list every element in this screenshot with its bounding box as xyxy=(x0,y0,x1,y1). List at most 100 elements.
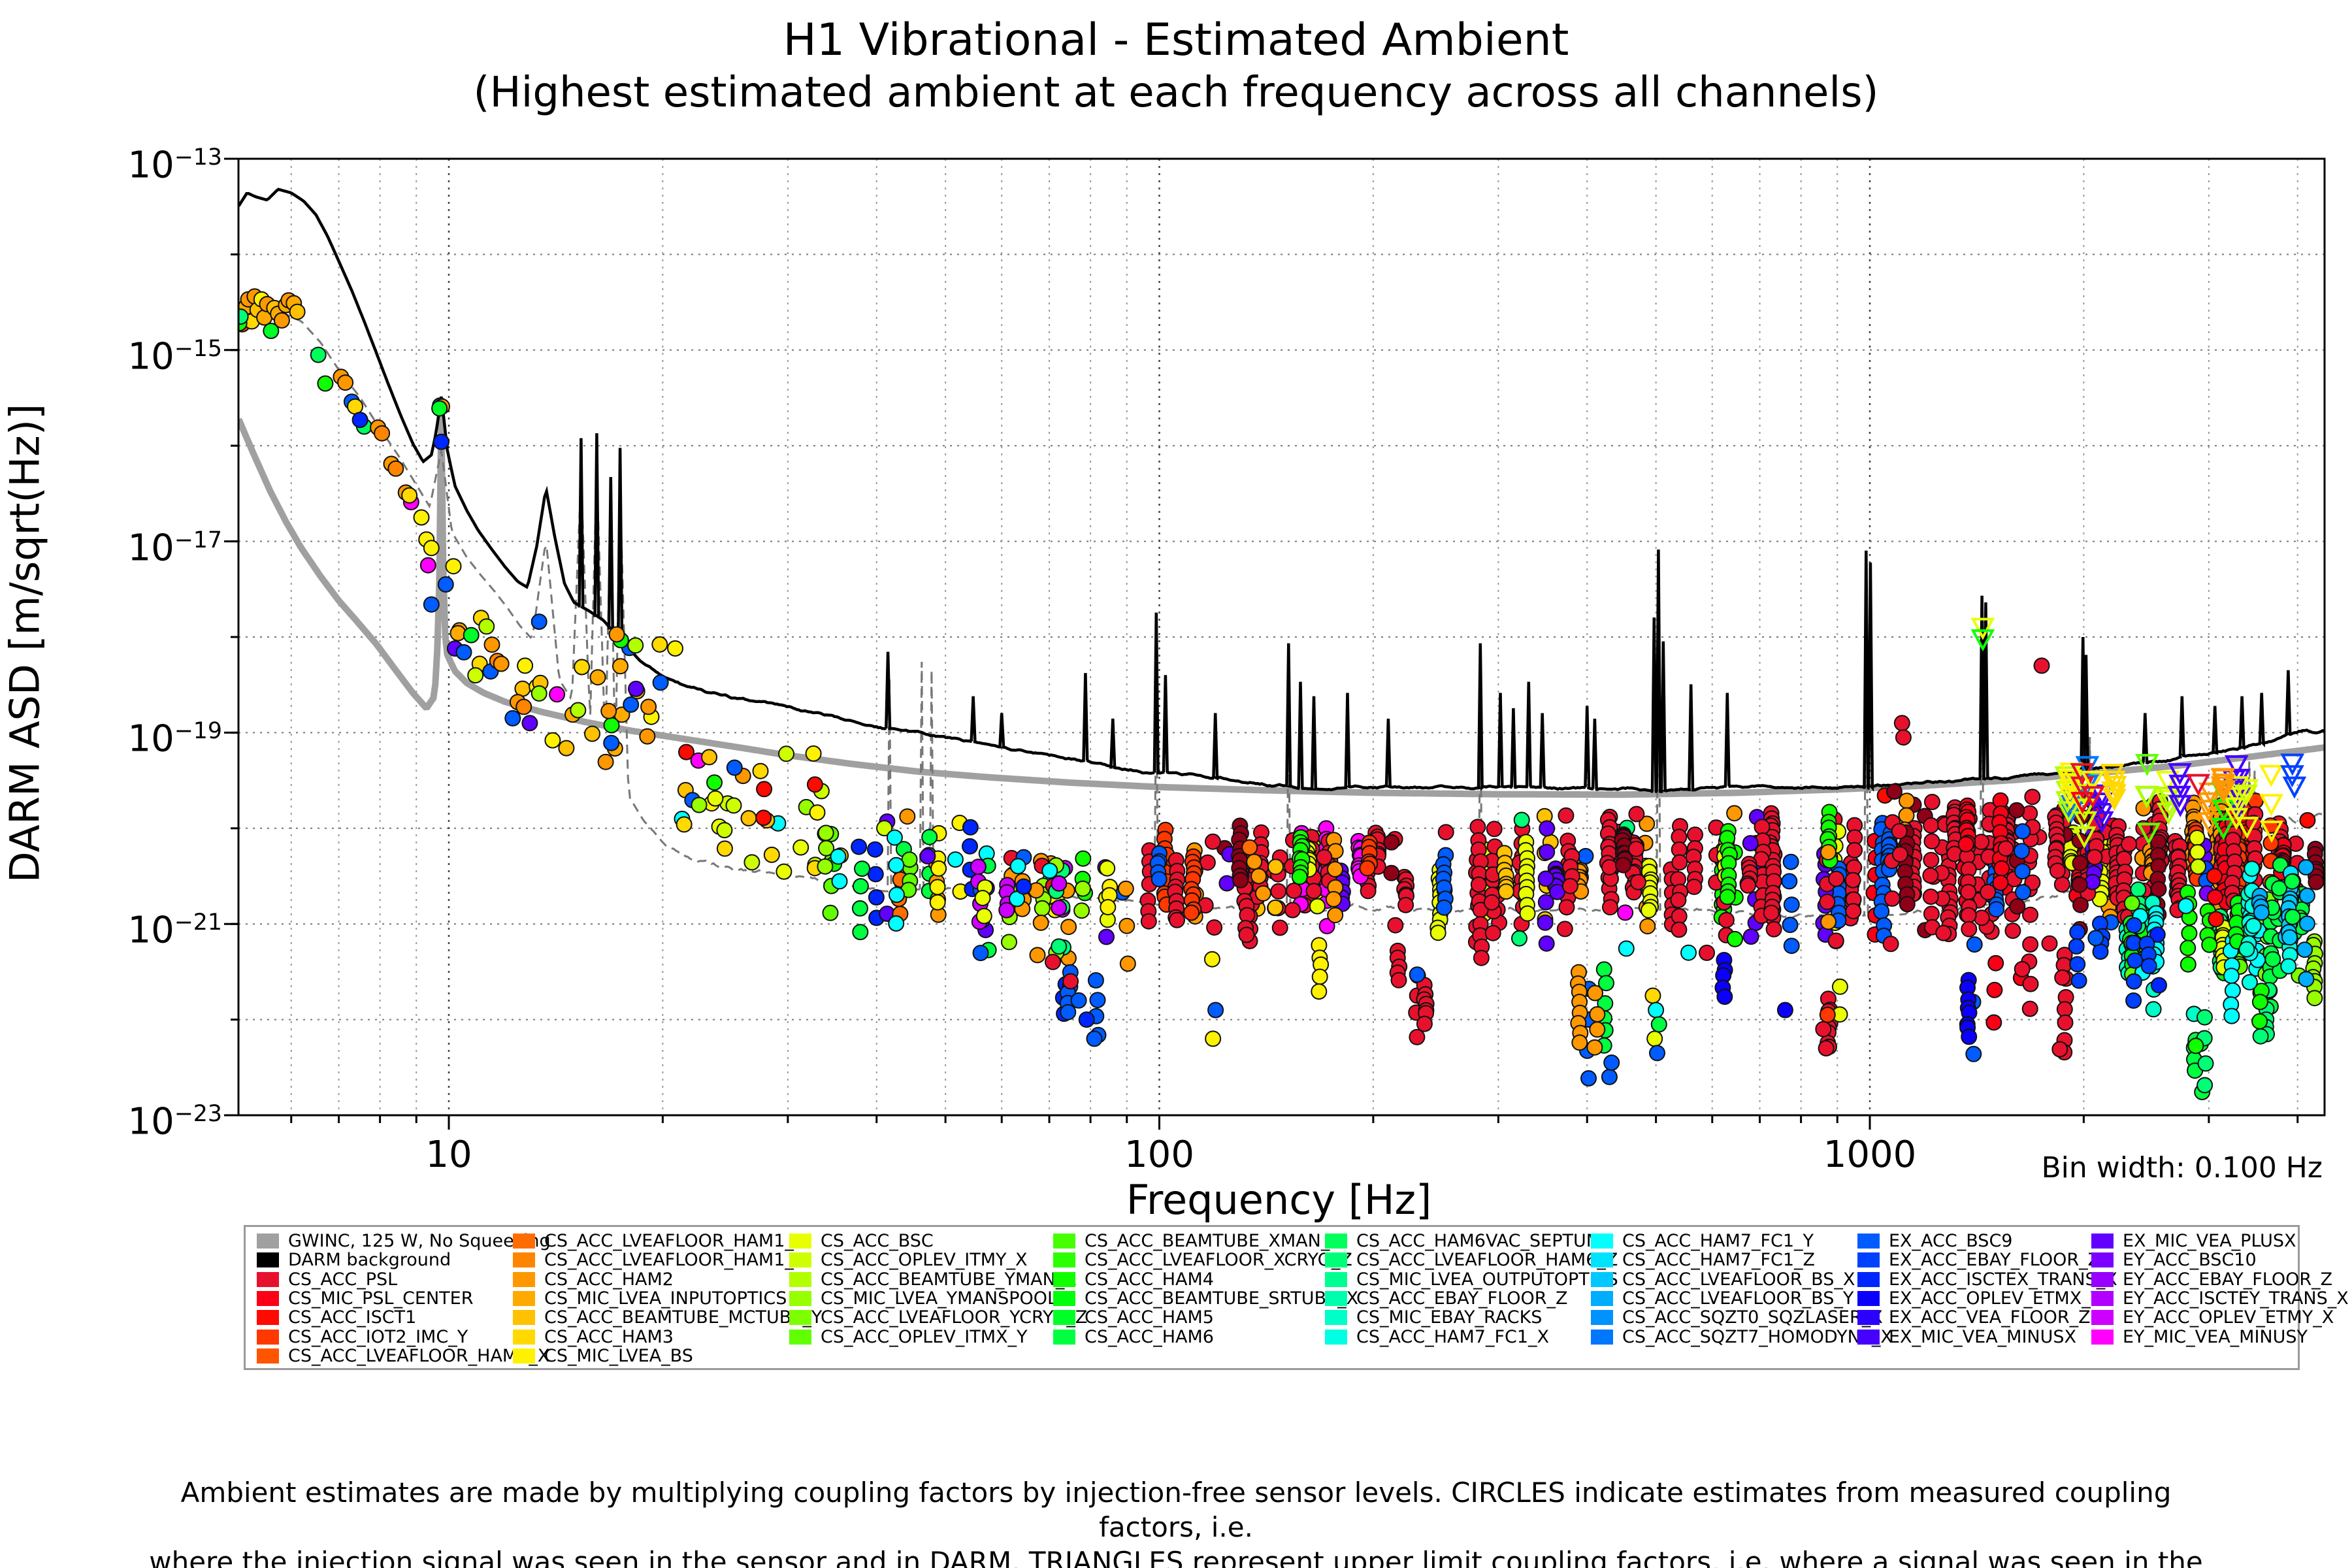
legend-swatch-icon xyxy=(513,1271,535,1287)
legend-label: DARM background xyxy=(288,1250,451,1271)
legend-swatch-icon xyxy=(257,1233,279,1249)
legend-swatch-icon xyxy=(1053,1252,1075,1268)
legend-swatch-icon xyxy=(257,1348,279,1364)
legend-swatch-icon xyxy=(2091,1310,2114,1326)
legend-swatch-icon xyxy=(513,1329,535,1345)
legend-swatch-icon xyxy=(513,1233,535,1249)
legend-label: EY_MIC_VEA_MINUSY xyxy=(2123,1326,2308,1347)
legend-label: CS_ACC_LVEAFLOOR_YCRYO_Z xyxy=(821,1307,1088,1328)
legend-swatch-icon xyxy=(1325,1310,1347,1326)
legend-swatch-icon xyxy=(257,1252,279,1268)
legend-label: CS_ACC_LVEAFLOOR_HAM1_Y xyxy=(544,1231,805,1251)
legend-swatch-icon xyxy=(1857,1271,1880,1287)
legend-label: CS_ACC_OPLEV_ITMX_Y xyxy=(821,1326,1028,1347)
legend-label: CS_MIC_LVEA_YMANSPOOL xyxy=(821,1288,1058,1309)
legend-label: CS_MIC_PSL_CENTER xyxy=(288,1288,474,1309)
legend-label: CS_MIC_LVEA_INPUTOPTICS xyxy=(544,1288,787,1309)
legend-swatch-icon xyxy=(789,1290,811,1306)
legend-swatch-icon xyxy=(1591,1329,1613,1345)
legend-swatch-icon xyxy=(257,1290,279,1306)
y-tick-label: 10−13 xyxy=(127,144,222,187)
legend-label: CS_ACC_HAM6VAC_SEPTUM xyxy=(1356,1231,1602,1251)
y-tick-label: 10−19 xyxy=(127,718,222,761)
chart-title: H1 Vibrational - Estimated Ambient xyxy=(783,14,1569,66)
x-axis-label: Frequency [Hz] xyxy=(1126,1176,1432,1224)
legend-swatch-icon xyxy=(257,1310,279,1326)
legend-swatch-icon xyxy=(1325,1271,1347,1287)
legend-label: CS_ACC_SQZT7_HOMODYNE_X xyxy=(1622,1326,1893,1347)
legend-label: CS_MIC_EBAY_RACKS xyxy=(1356,1307,1543,1328)
legend-label: EX_ACC_VEA_FLOOR_Z xyxy=(1889,1307,2091,1328)
legend-label: CS_ACC_HAM6 xyxy=(1085,1326,1214,1347)
legend-swatch-icon xyxy=(1053,1290,1075,1306)
legend-label: EY_ACC_BSC10 xyxy=(2123,1250,2257,1271)
legend-label: CS_ACC_PSL xyxy=(288,1269,398,1290)
legend-label: CS_ACC_BEAMTUBE_SRTUBE_X xyxy=(1085,1288,1359,1309)
legend-label: EY_ACC_OPLEV_ETMY_X xyxy=(2123,1307,2334,1328)
chart-subtitle: (Highest estimated ambient at each frequ… xyxy=(473,69,1879,117)
legend-swatch-icon xyxy=(1325,1290,1347,1306)
legend-label: CS_ACC_HAM7_FC1_X xyxy=(1356,1326,1549,1347)
legend-label: CS_ACC_HAM5 xyxy=(1085,1307,1214,1328)
legend-label: CS_ACC_HAM3 xyxy=(544,1326,674,1347)
legend-label: EY_ACC_ISCTEY_TRANS_X xyxy=(2123,1288,2349,1309)
legend-swatch-icon xyxy=(789,1271,811,1287)
legend-label: CS_ACC_OPLEV_ITMY_X xyxy=(821,1250,1028,1271)
legend-swatch-icon xyxy=(257,1271,279,1287)
legend-swatch-icon xyxy=(513,1348,535,1364)
legend-label: CS_MIC_LVEA_OUTPUTOPTICS xyxy=(1356,1269,1618,1290)
legend-label: CS_ACC_LVEAFLOOR_BS_Y xyxy=(1622,1288,1854,1309)
legend-label: CS_ACC_EBAY_FLOOR_Z xyxy=(1356,1288,1568,1309)
x-tick-label: 10 xyxy=(425,1134,472,1176)
legend-swatch-icon xyxy=(1857,1233,1880,1249)
legend-swatch-icon xyxy=(789,1329,811,1345)
legend-label: EX_ACC_OPLEV_ETMX_Y xyxy=(1889,1288,2102,1309)
legend-label: CS_ACC_BEAMTUBE_XMAN_Y xyxy=(1085,1231,1341,1251)
legend-swatch-icon xyxy=(2091,1252,2114,1268)
legend-swatch-icon xyxy=(1053,1271,1075,1287)
legend-label: CS_ACC_HAM4 xyxy=(1085,1269,1214,1290)
legend-label: CS_ACC_LVEAFLOOR_XCRYO_Z xyxy=(1085,1250,1352,1271)
x-tick-label: 100 xyxy=(1124,1134,1194,1176)
legend-swatch-icon xyxy=(1857,1252,1880,1268)
legend-label: CS_ACC_BEAMTUBE_MCTUBE_Y xyxy=(544,1307,823,1328)
legend-swatch-icon xyxy=(2091,1290,2114,1306)
legend-swatch-icon xyxy=(1325,1329,1347,1345)
y-tick-label: 10−21 xyxy=(127,909,222,952)
legend-label: EX_MIC_VEA_MINUSX xyxy=(1889,1326,2077,1347)
legend-swatch-icon xyxy=(1591,1233,1613,1249)
legend-label: CS_ACC_LVEAFLOOR_HAM6_Z xyxy=(1356,1250,1618,1271)
legend-swatch-icon xyxy=(2091,1233,2114,1249)
legend-swatch-icon xyxy=(513,1290,535,1306)
legend-swatch-icon xyxy=(1325,1252,1347,1268)
legend-swatch-icon xyxy=(1591,1290,1613,1306)
bin-width-note: Bin width: 0.100 Hz xyxy=(2041,1151,2323,1184)
legend-label: CS_ACC_LVEAFLOOR_HAM1_X xyxy=(288,1345,550,1366)
legend-label: CS_ACC_HAM7_FC1_Z xyxy=(1622,1250,1815,1271)
legend-label: CS_ACC_BEAMTUBE_YMAN_X xyxy=(821,1269,1077,1290)
legend-label: CS_ACC_IOT2_IMC_Y xyxy=(288,1326,468,1347)
legend-swatch-icon xyxy=(1591,1310,1613,1326)
x-tick-label: 1000 xyxy=(1823,1134,1917,1176)
legend: GWINC, 125 W, No Squeezing DARM backgroun… xyxy=(244,1225,2349,1370)
legend-swatch-icon xyxy=(1857,1290,1880,1306)
caption-line2: where the injection signal was seen in t… xyxy=(149,1546,2203,1568)
legend-swatch-icon xyxy=(2091,1329,2114,1345)
legend-label: CS_ACC_ISCT1 xyxy=(288,1307,417,1328)
y-tick-label: 10−17 xyxy=(127,527,222,570)
legend-label: EX_MIC_VEA_PLUSX xyxy=(2123,1231,2296,1251)
legend-swatch-icon xyxy=(789,1252,811,1268)
legend-label: CS_ACC_HAM2 xyxy=(544,1269,674,1290)
legend-label: CS_ACC_BSC xyxy=(821,1231,934,1251)
legend-swatch-icon xyxy=(1591,1252,1613,1268)
legend-label: EX_ACC_EBAY_FLOOR_Z xyxy=(1889,1250,2100,1271)
legend-label: EY_ACC_EBAY_FLOOR_Z xyxy=(2123,1269,2333,1290)
legend-label: GWINC, 125 W, No Squeezing xyxy=(288,1231,551,1251)
y-tick-label: 10−15 xyxy=(127,335,222,378)
legend-label: CS_MIC_LVEA_BS xyxy=(544,1345,693,1366)
legend-swatch-icon xyxy=(1857,1329,1880,1345)
legend-label: CS_ACC_SQZT0_SQZLASER_X xyxy=(1622,1307,1883,1328)
legend-swatch-icon xyxy=(789,1233,811,1249)
